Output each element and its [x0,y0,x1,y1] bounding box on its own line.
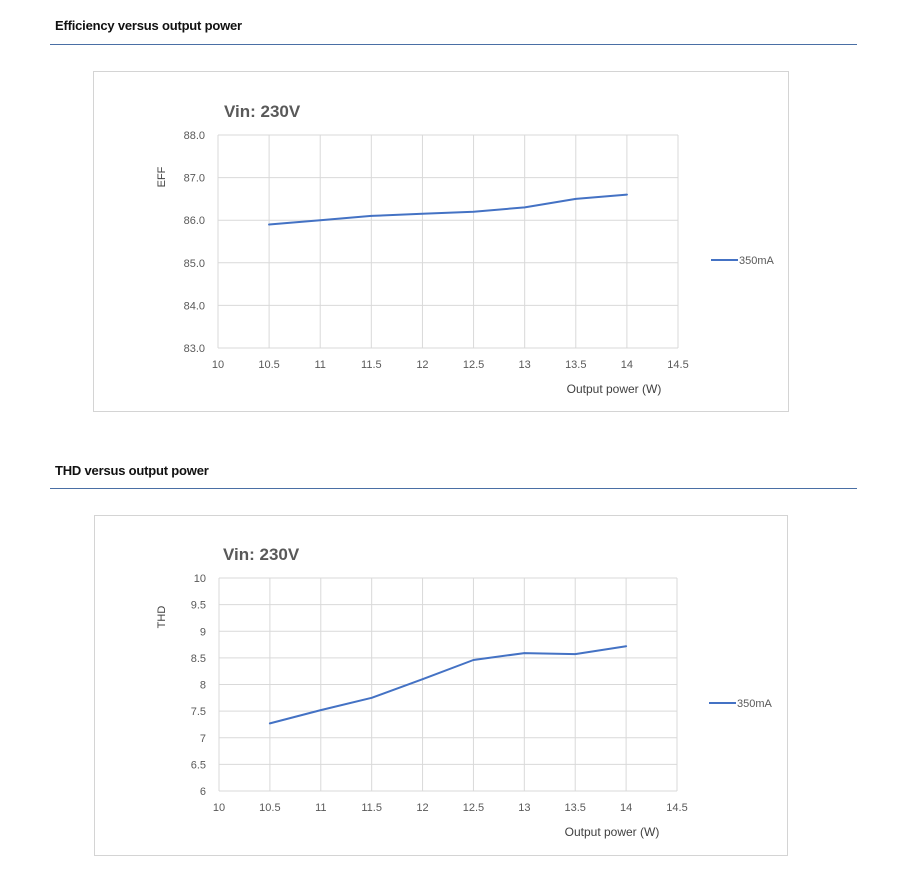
x-tick-label: 12 [416,359,428,371]
y-tick-label: 84.0 [184,300,205,312]
y-tick-label: 85.0 [184,258,205,270]
y-tick-label: 7.5 [191,706,206,718]
x-tick-label: 11 [315,359,326,371]
y-tick-label: 6 [200,786,206,798]
y-tick-label: 9.5 [191,600,206,612]
data-point [370,697,373,699]
section-title-thd: THD versus output power [55,463,209,478]
y-tick-label: 87.0 [184,173,205,185]
y-axis-label: EFF [156,166,168,187]
x-tick-label: 14 [620,802,632,814]
y-tick-label: 8.5 [191,653,206,665]
x-tick-label: 13.5 [565,802,586,814]
x-axis-label: Output power (W) [567,382,662,396]
data-point [523,652,526,654]
thd-chart: 10 10.5 11 11.5 12 12.5 13 13.5 14 14.5 6 6.5 7 7.5 8 8… [156,545,773,839]
y-tick-label: 10 [194,573,206,585]
legend-label: 350mA [739,255,775,267]
x-tick-label: 11.5 [361,802,382,814]
data-point [574,653,577,655]
y-tick-label: 7 [200,733,206,745]
x-tick-label: 13.5 [565,359,586,371]
data-point [319,709,322,711]
y-tick-label: 8 [200,680,206,692]
series-line [268,193,628,226]
chart-frame-thd: 10 10.5 11 11.5 12 12.5 13 13.5 14 14.5 6 6.5 7 7.5 8 8… [94,515,788,856]
section-title-efficiency: Efficiency versus output power [55,18,242,33]
data-point [370,215,373,217]
x-tick-label: 12.5 [463,359,484,371]
y-tick-label: 6.5 [191,759,206,771]
x-tick-label: 13 [519,359,531,371]
y-tick-label: 9 [200,626,206,638]
x-axis-label: Output power (W) [565,825,660,839]
x-tick-label: 14.5 [667,359,688,371]
chart-frame-efficiency: 10 10.5 11 11.5 12 12.5 13 13.5 14 14.5 83.0 84.0 85… [93,71,789,412]
x-tick-label: 13 [518,802,530,814]
x-tick-label: 10.5 [258,359,279,371]
x-tick-label: 12.5 [463,802,484,814]
data-point [472,659,475,661]
series-line [268,645,628,725]
section-divider [50,488,857,489]
chart-title: Vin: 230V [224,102,301,121]
x-tick-label: 10 [212,359,224,371]
data-point [269,722,271,725]
x-tick-label: 14 [621,359,633,371]
efficiency-chart: 10 10.5 11 11.5 12 12.5 13 13.5 14 14.5 83.0 84.0 85… [156,102,775,396]
data-point [625,645,627,647]
data-point [421,213,424,215]
chart-title: Vin: 230V [223,545,300,564]
x-tick-label: 10.5 [259,802,280,814]
data-point [268,223,270,226]
data-point [626,193,628,196]
data-point [319,219,322,221]
data-point [472,210,475,213]
legend-label: 350mA [737,698,773,710]
y-tick-label: 88.0 [184,130,205,142]
data-point [574,198,577,200]
y-axis-label: THD [156,606,168,629]
data-point [523,206,526,209]
section-divider [50,44,857,45]
data-point [421,678,424,680]
y-tick-label: 86.0 [184,215,205,227]
x-tick-label: 14.5 [666,802,687,814]
x-tick-label: 12 [416,802,428,814]
x-tick-label: 10 [213,802,225,814]
x-tick-label: 11 [315,802,326,814]
y-tick-label: 83.0 [184,343,205,355]
x-tick-label: 11.5 [361,359,382,371]
